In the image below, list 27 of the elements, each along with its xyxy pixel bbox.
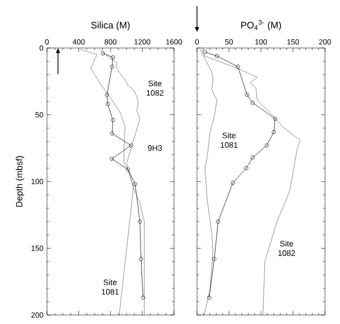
point: [216, 220, 220, 224]
point: [250, 155, 255, 160]
point: [250, 100, 255, 105]
point: [133, 182, 138, 186]
point: [139, 256, 144, 261]
x-axis-title: Silica (M): [91, 22, 130, 30]
point: [126, 167, 130, 172]
point: [110, 55, 115, 60]
point: [272, 130, 276, 134]
point: [104, 92, 109, 97]
point: [244, 166, 248, 170]
point: [273, 116, 278, 121]
point: [110, 64, 114, 69]
point: [129, 143, 134, 148]
point: [244, 92, 249, 97]
point: [264, 143, 269, 148]
point: [230, 180, 235, 185]
point: [110, 156, 114, 161]
point: [212, 256, 216, 261]
point: [110, 118, 115, 122]
point: [214, 54, 219, 58]
point: [138, 220, 142, 224]
y-axis-title: Depth (mbsf): [16, 156, 24, 207]
point: [236, 64, 240, 69]
point: [106, 102, 110, 106]
point: [110, 131, 114, 136]
x-axis-title: PO$_{4}$$^{3-}$ (M): [241, 20, 281, 30]
